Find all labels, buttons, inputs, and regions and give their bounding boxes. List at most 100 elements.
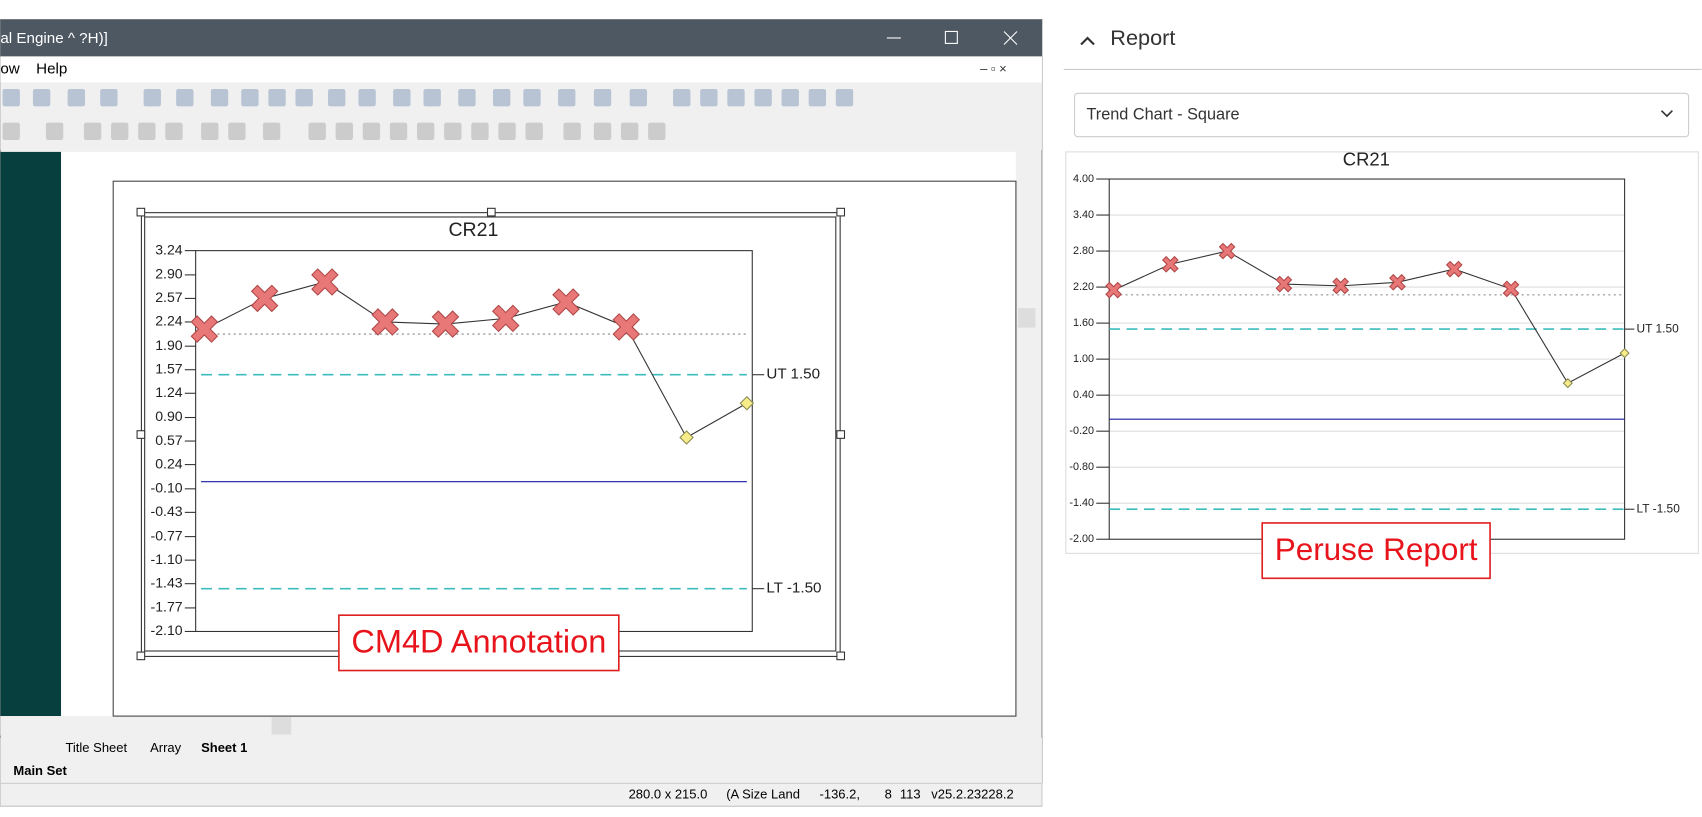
mdi-buttons[interactable]: – ▫ × [980,61,1007,76]
tool-icon [727,88,745,107]
marker-x [1502,280,1520,298]
tool-icon [268,88,286,107]
y-tick-label: 1.90 [155,337,183,353]
scroll-thumb[interactable] [1018,308,1036,328]
marker-x [1105,281,1122,299]
sheet-tab[interactable]: Array [150,740,182,755]
tool-icon [563,122,581,140]
tool-icon [143,88,161,107]
tool-icon [593,88,612,107]
tool-icon [423,88,441,107]
y-tick-label: -1.43 [151,574,183,590]
y-tick-label: -0.43 [151,503,183,519]
v-scrollbar[interactable] [1015,151,1038,717]
tool-icon [210,88,229,107]
marker-x [1218,242,1236,260]
dropdown-text[interactable]: Trend Chart - Square [1086,105,1239,123]
y-tick-label: 1.00 [1073,353,1094,365]
h-scrollbar[interactable] [0,716,1016,736]
y-tick-label: 1.57 [155,360,183,376]
y-tick-label: -0.77 [151,527,183,543]
dropdown-arrow[interactable] [1660,110,1673,118]
status-text: (A Size Land [726,787,800,802]
marker-x [311,268,339,296]
reference-label: LT -1.50 [766,580,821,597]
y-tick-label: -2.10 [151,622,183,638]
tool-icon [389,122,408,140]
status-text: 280.0 x 215.0 [629,787,708,802]
tool-icon [648,122,666,140]
tool-icon [201,122,219,140]
reference-label: UT 1.50 [1637,321,1680,335]
marker-x [1445,260,1463,278]
tool-icon [2,88,20,107]
tool-icon [620,122,639,140]
y-tick-label: 2.20 [1073,281,1094,293]
y-tick-label: -1.40 [1069,497,1094,509]
tool-icon [558,88,576,107]
maximize-button[interactable] [944,30,958,44]
annotation-box [338,614,620,672]
tool-icon [262,122,281,140]
tool-icon [138,122,156,140]
tool-icon [328,88,346,107]
y-tick-label: 1.60 [1073,317,1094,329]
y-tick-label: 0.90 [155,408,183,424]
chart-title: CR21 [1343,148,1390,169]
marker-x [371,308,399,336]
tool-icon [593,122,612,140]
y-tick-label: 4.00 [1073,173,1094,185]
tool-icon [629,88,648,107]
tool-icon [444,122,462,140]
tool-icon [83,122,102,140]
y-tick-label: -0.20 [1069,425,1094,437]
marker-x [431,310,460,338]
reference-label: LT -1.50 [1637,501,1681,515]
annotation-box [1261,522,1491,580]
tool-icon [673,88,691,107]
tool-icon [754,88,772,107]
report-title: Report [1110,25,1175,50]
sheet-tab[interactable]: Sheet 1 [201,740,247,755]
tool-icon [700,88,718,107]
sheet-tab[interactable]: Title Sheet [65,740,127,755]
tool-icon [523,88,541,107]
tool-icon [295,88,313,107]
tool-icon [335,122,353,140]
y-tick-label: 2.80 [1073,245,1094,257]
scroll-thumb[interactable] [271,717,292,735]
tool-icon [781,88,799,107]
tool-icon [358,88,376,107]
side-panel [0,151,62,717]
y-tick-label: 0.40 [1073,389,1094,401]
tool-icon [67,88,85,107]
marker-x [250,284,279,313]
marker-diamond [679,430,694,445]
report-chart-frame [1065,151,1699,554]
y-tick-label: -0.80 [1069,461,1094,473]
tool-icon [228,122,246,140]
menu-item[interactable]: ow [0,60,19,77]
tool-icon [525,122,543,140]
title-bar [0,19,1042,57]
series-line [204,281,748,439]
y-tick-label: -0.10 [151,480,183,496]
status-text: -136.2, [820,787,860,802]
dropdown[interactable] [1073,92,1690,138]
set-tab[interactable]: Main Set [13,763,67,778]
menu-item[interactable]: Help [36,60,67,77]
reference-label: UT 1.50 [766,366,820,383]
y-tick-label: -1.10 [151,551,183,567]
menu-bar [0,56,1042,83]
close-button[interactable] [1003,31,1018,45]
y-tick-label: 2.90 [155,266,183,282]
status-text: 8 [885,787,892,802]
y-tick-label: 0.57 [155,432,183,448]
window-title: al Engine ^ ?H)] [0,30,107,47]
tool-icon [308,122,326,140]
marker-x [1332,277,1350,295]
collapse-icon[interactable] [1080,36,1095,46]
tool-icon [165,122,183,140]
